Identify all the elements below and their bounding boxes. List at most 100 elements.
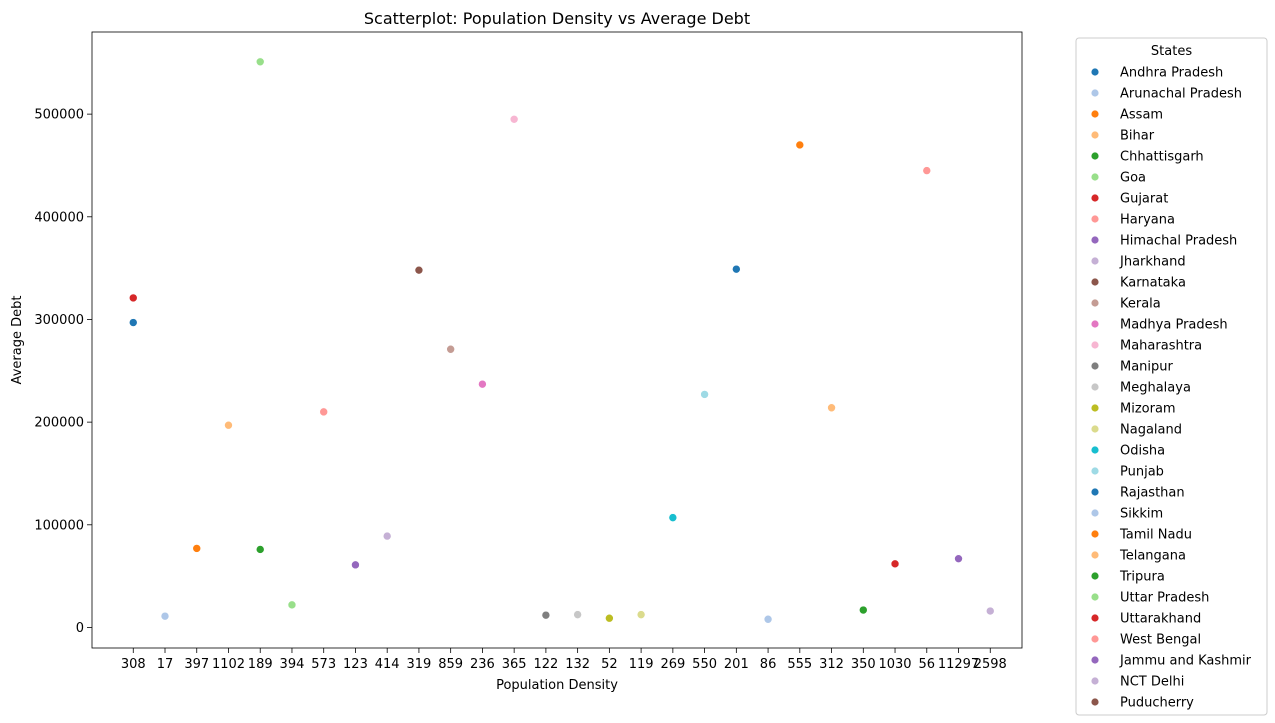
legend-label: Uttarakhand (1120, 612, 1201, 627)
data-point (985, 606, 995, 616)
legend-marker (1091, 614, 1099, 622)
x-tick-label: 1102 (212, 657, 245, 672)
x-tick-label: 414 (375, 657, 400, 672)
legend-marker (1091, 131, 1099, 139)
legend-marker (1091, 698, 1099, 706)
x-tick-label: 119 (629, 657, 654, 672)
legend-marker (1091, 467, 1099, 475)
x-tick-label: 52 (601, 657, 618, 672)
legend-label: Bihar (1120, 129, 1155, 144)
legend-marker (1091, 404, 1099, 412)
data-point (954, 554, 963, 563)
legend-label: Gujarat (1120, 192, 1168, 207)
data-point (128, 293, 138, 303)
x-tick-label: 17 (157, 657, 174, 672)
legend-label: Uttar Pradesh (1120, 591, 1209, 606)
legend-marker (1091, 68, 1099, 76)
data-point (287, 600, 297, 610)
legend-marker (1091, 572, 1099, 580)
data-point (890, 559, 900, 569)
y-tick-label: 200000 (34, 416, 84, 431)
x-tick-label: 573 (311, 657, 336, 672)
legend-label: Jharkhand (1119, 255, 1186, 270)
legend-marker (1091, 593, 1099, 601)
x-tick-label: 319 (407, 657, 432, 672)
data-point (224, 420, 233, 430)
x-tick-label: 859 (438, 657, 463, 672)
legend-label: Kerala (1120, 297, 1161, 312)
legend-label: Haryana (1120, 213, 1175, 228)
legend-label: Meghalaya (1120, 381, 1191, 396)
x-tick-label: 1030 (878, 657, 911, 672)
x-tick-label: 11297 (938, 657, 979, 672)
legend-label: Punjab (1120, 465, 1164, 480)
legend-label: Arunachal Pradesh (1120, 87, 1242, 102)
legend-marker (1091, 152, 1099, 160)
legend-marker (1091, 173, 1099, 181)
legend-marker (1091, 194, 1099, 202)
data-point (700, 390, 709, 399)
data-point (319, 407, 329, 417)
x-tick-label: 365 (502, 657, 527, 672)
data-point (858, 605, 868, 615)
legend-label: Maharashtra (1120, 339, 1202, 354)
legend-label: Tamil Nadu (1119, 528, 1192, 543)
legend-label: Tripura (1119, 570, 1165, 585)
legend-marker (1091, 656, 1099, 664)
x-tick-label: 236 (470, 657, 495, 672)
legend-label: Assam (1120, 108, 1163, 123)
legend-title: States (1151, 44, 1192, 59)
legend-label: NCT Delhi (1120, 675, 1184, 690)
legend-marker (1091, 488, 1099, 496)
legend-marker (1091, 236, 1099, 244)
x-tick-label: 312 (819, 657, 844, 672)
data-point (351, 560, 360, 570)
legend-label: Manipur (1120, 360, 1174, 375)
legend-marker (1091, 89, 1099, 97)
x-tick-label: 394 (280, 657, 305, 672)
legend-marker (1091, 278, 1099, 286)
x-tick-label: 550 (692, 657, 717, 672)
x-axis-label: Population Density (496, 678, 618, 693)
data-point (478, 379, 487, 389)
x-tick-label: 123 (343, 657, 368, 672)
legend-marker (1091, 635, 1099, 643)
legend-marker (1091, 509, 1099, 517)
legend-marker (1091, 530, 1099, 538)
legend-label: Sikkim (1120, 507, 1163, 522)
x-tick-label: 269 (660, 657, 685, 672)
legend-label: Nagaland (1120, 423, 1182, 438)
data-point (382, 531, 392, 541)
data-point (541, 610, 551, 620)
legend-marker (1091, 362, 1099, 370)
data-point (414, 265, 424, 275)
legend-marker (1091, 320, 1099, 328)
data-point (763, 614, 773, 624)
data-point (160, 611, 170, 621)
plot-frame (91, 31, 1023, 649)
x-tick-label: 350 (851, 657, 876, 672)
data-point (128, 318, 138, 327)
legend-label: Rajasthan (1120, 486, 1185, 501)
legend-label: Jammu and Kashmir (1119, 654, 1252, 669)
data-point (636, 610, 646, 619)
chart-title: Scatterplot: Population Density vs Avera… (364, 9, 750, 28)
y-tick-label: 400000 (34, 210, 84, 225)
legend-marker (1091, 677, 1099, 685)
x-tick-label: 86 (760, 657, 777, 672)
legend-marker (1091, 446, 1099, 454)
legend-marker (1091, 341, 1099, 349)
y-tick-label: 100000 (34, 518, 84, 533)
x-tick-label: 201 (724, 657, 749, 672)
legend-label: Madhya Pradesh (1120, 318, 1228, 333)
y-tick-label: 500000 (34, 108, 84, 123)
legend-marker (1091, 257, 1099, 265)
data-point (509, 114, 519, 124)
legend-marker (1091, 425, 1099, 433)
legend-label: Goa (1120, 171, 1146, 186)
legend-label: Telangana (1119, 549, 1186, 564)
data-point (192, 544, 202, 553)
x-tick-label: 189 (248, 657, 273, 672)
